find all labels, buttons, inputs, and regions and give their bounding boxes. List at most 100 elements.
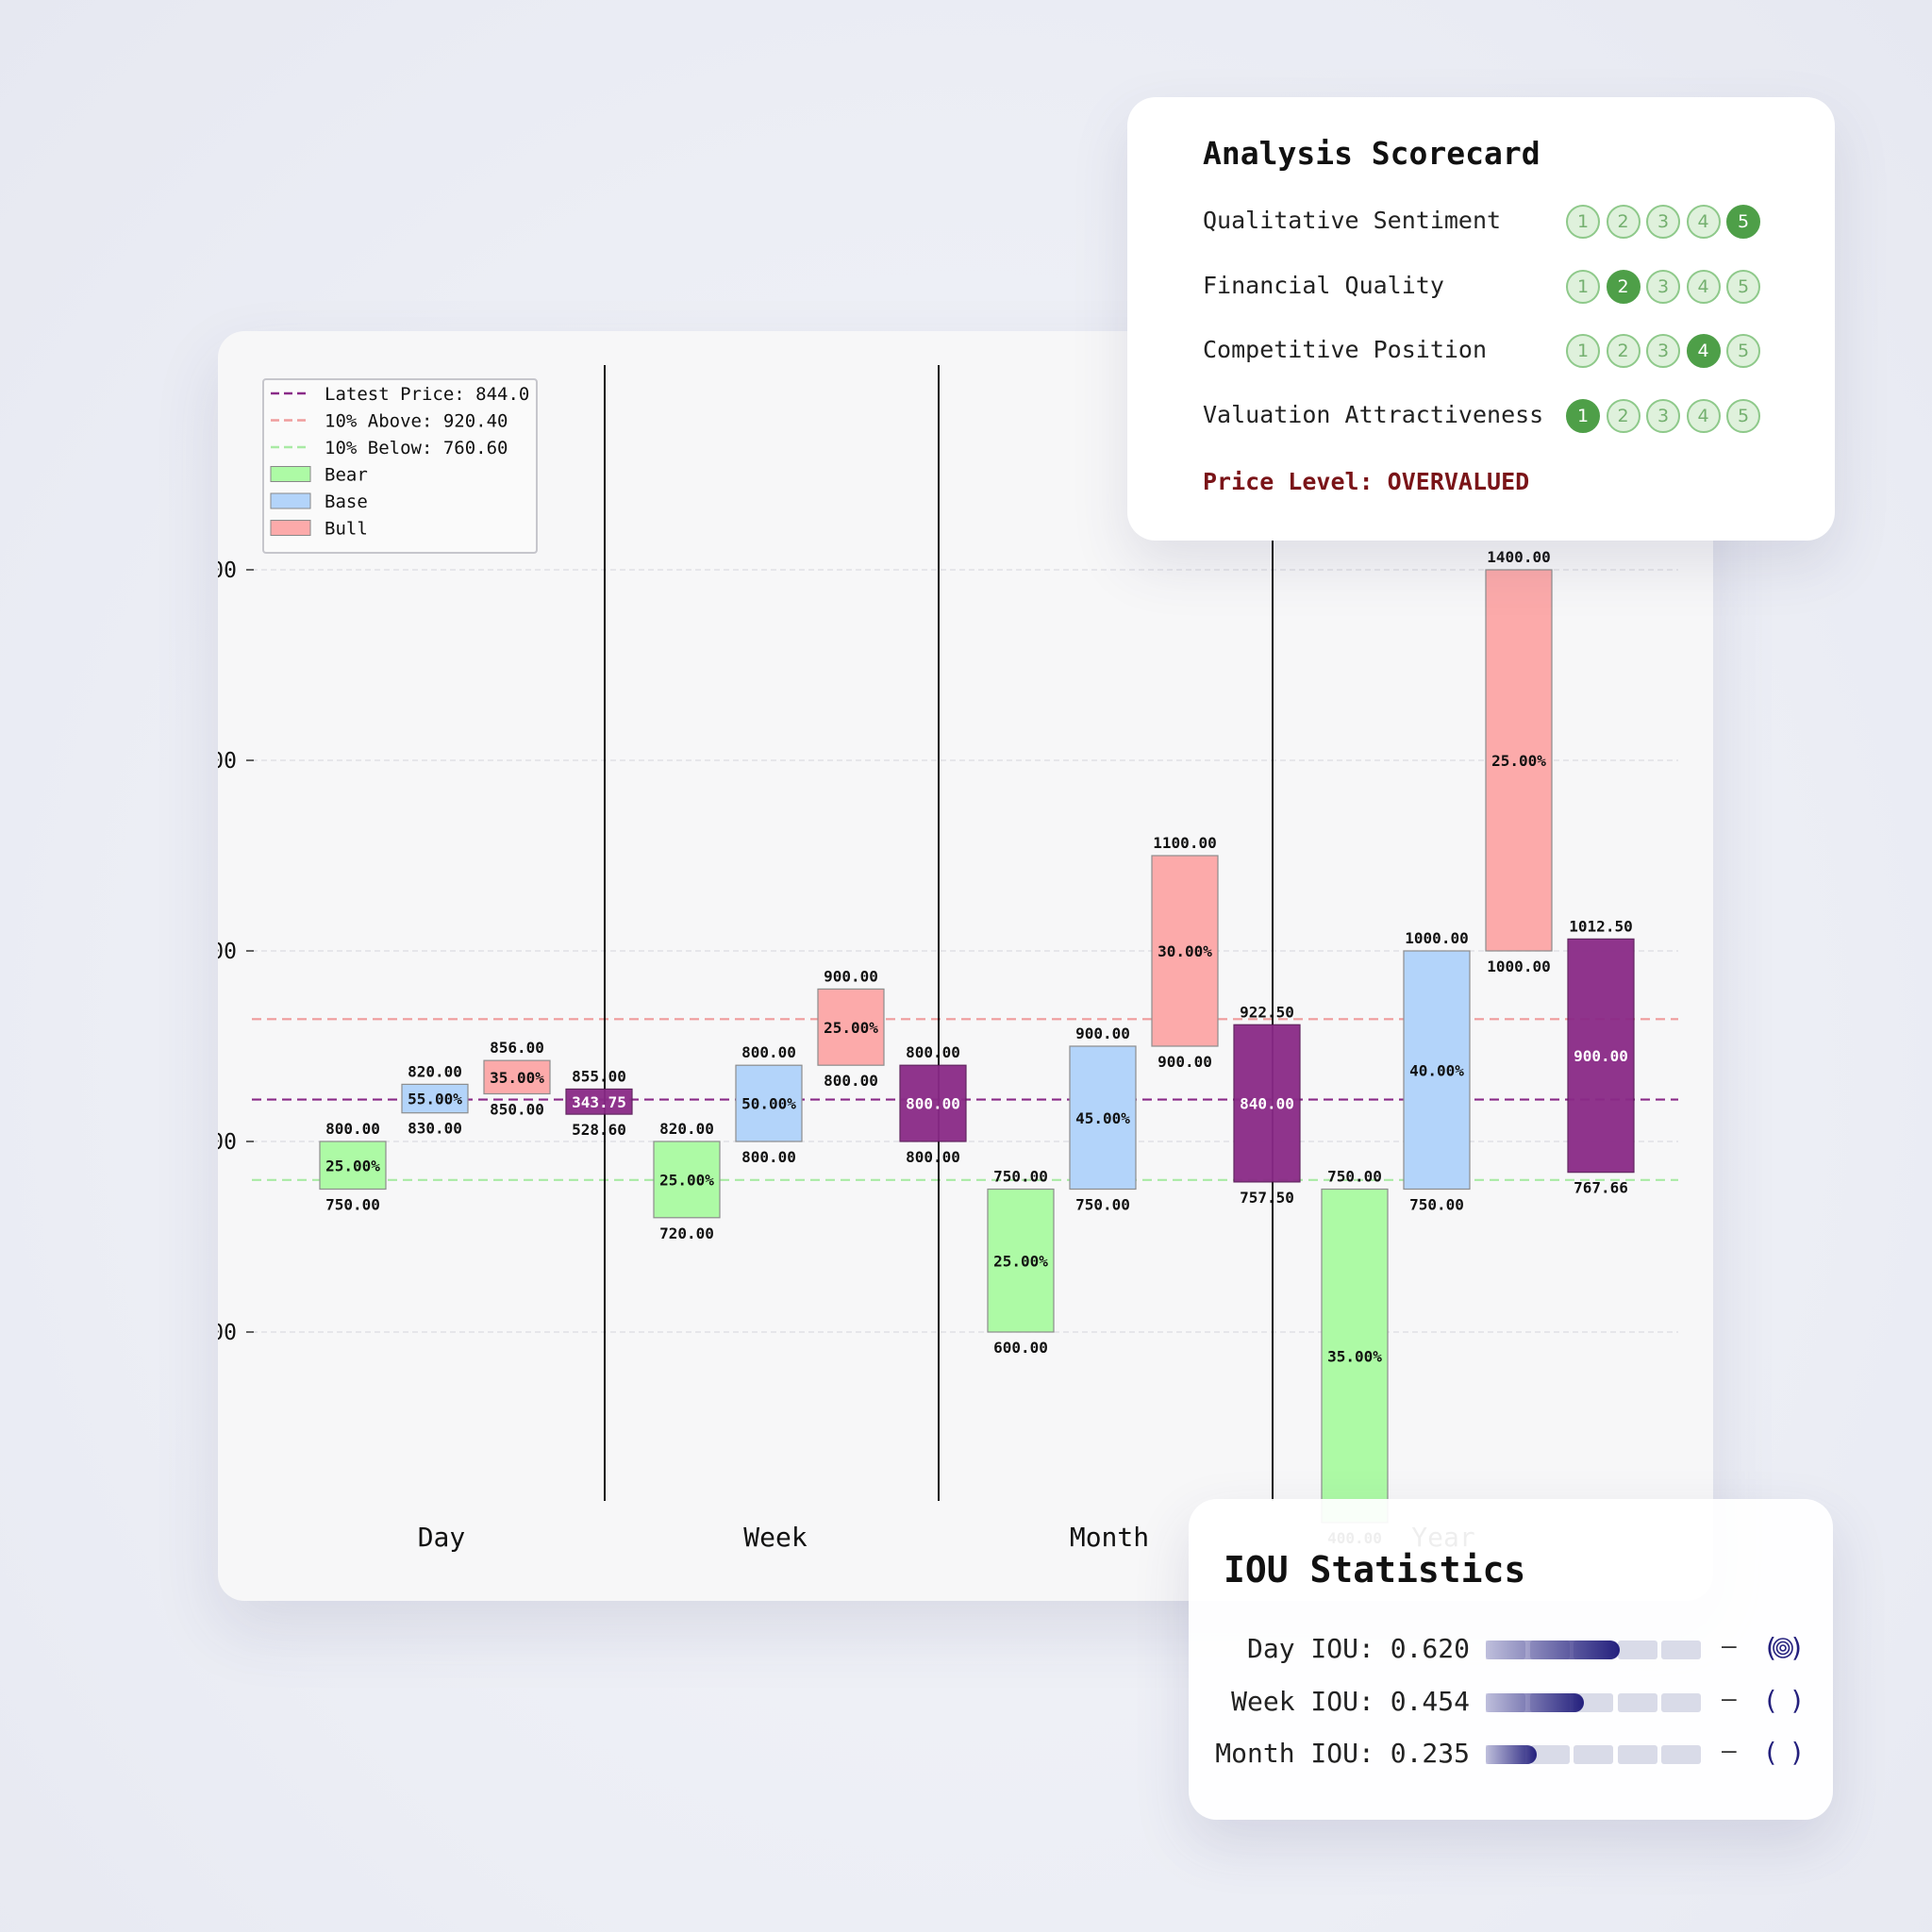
bar-low-label: 1000.00 [1487, 958, 1550, 975]
bar-high-label: 800.00 [325, 1120, 380, 1138]
bar-mid-label: 40.00% [1409, 1061, 1464, 1079]
bracket-icon: () [1755, 1682, 1811, 1720]
bar-high-label: 922.50 [1240, 1003, 1294, 1021]
bar-mid-label: 25.00% [659, 1171, 714, 1189]
bar-mid-label: 25.00% [824, 1019, 878, 1037]
legend-label: Latest Price: 844.0 [325, 384, 529, 405]
iou-progress-bar [1486, 1692, 1702, 1712]
score-dot: 5 [1726, 398, 1760, 433]
bar-bear [987, 1188, 1055, 1333]
score-dot: 1 [1566, 398, 1600, 433]
score-row: Qualitative Sentiment 1 2 3 4 5 [1203, 203, 1807, 241]
scorecard-title: Analysis Scorecard [1203, 135, 1541, 172]
svg-text:(: ( [1766, 1737, 1776, 1768]
bar-low-label: 850.00 [490, 1101, 544, 1119]
score-row: Competitive Position 1 2 3 4 5 [1203, 332, 1807, 370]
bar-low-label: 528.60 [572, 1121, 626, 1139]
iou-bar-segment [1617, 1745, 1657, 1764]
iou-row-label: Week IOU: 0.454 [1231, 1685, 1470, 1717]
legend-patch-swatch [270, 520, 311, 536]
score-dot: 1 [1566, 334, 1600, 368]
bar-high-label: 1012.50 [1569, 917, 1632, 935]
bar-high-label: 1400.00 [1487, 548, 1550, 566]
score-dot: 4 [1686, 398, 1721, 433]
bar-mid-label: 35.00% [1327, 1347, 1382, 1365]
x-group-label: Month [1070, 1522, 1149, 1553]
score-row: Financial Quality 1 2 3 4 5 [1203, 268, 1807, 306]
iou-bar-segment [1617, 1641, 1657, 1659]
bar-weighted [565, 1088, 633, 1115]
bar-high-label: 750.00 [993, 1168, 1048, 1186]
bar-low-label: 800.00 [824, 1072, 878, 1090]
y-tick-label: 1400 [218, 558, 237, 583]
iou-bar-segment [1574, 1745, 1613, 1764]
bar-bull [1485, 569, 1553, 952]
iou-dash: – [1722, 1632, 1737, 1660]
iou-bar-segment [1661, 1641, 1701, 1659]
bar-mid-label: 55.00% [408, 1091, 462, 1108]
bar-mid-label: 840.00 [1240, 1095, 1294, 1113]
svg-text:): ) [1791, 1737, 1802, 1768]
iou-row: Day IOU: 0.620 –() [1189, 1629, 1833, 1671]
iou-row: Week IOU: 0.454 –() [1189, 1682, 1833, 1724]
iou-dash: – [1722, 1684, 1737, 1713]
bar-low-label: 600.00 [993, 1339, 1048, 1357]
bar-high-label: 856.00 [490, 1039, 544, 1057]
bar-mid-label: 25.00% [1491, 752, 1546, 770]
legend-patch-swatch [270, 466, 311, 482]
score-dot: 4 [1686, 334, 1721, 368]
bar-bull [483, 1059, 551, 1095]
svg-text:): ) [1791, 1632, 1802, 1663]
y-tick-label: 800 [218, 1130, 237, 1155]
bar-low-label: 767.66 [1574, 1179, 1628, 1197]
svg-text:): ) [1791, 1685, 1802, 1716]
iou-dash: – [1722, 1737, 1737, 1765]
bar-mid-label: 50.00% [741, 1095, 796, 1113]
legend-label: 10% Below: 760.60 [325, 438, 508, 458]
score-row-label: Financial Quality [1203, 271, 1444, 299]
score-dot: 2 [1606, 398, 1641, 433]
bar-low-label: 757.50 [1240, 1189, 1294, 1207]
score-row-label: Competitive Position [1203, 336, 1488, 363]
bar-high-label: 855.00 [572, 1067, 626, 1085]
y-tick-label: 600 [218, 1321, 237, 1345]
score-dot: 2 [1606, 269, 1641, 304]
bar-weighted [1567, 938, 1635, 1174]
iou-row-label: Day IOU: 0.620 [1246, 1633, 1470, 1664]
bar-base [401, 1083, 469, 1114]
score-dot: 1 [1566, 205, 1600, 239]
bar-bull [817, 988, 885, 1066]
analysis-scorecard: Analysis Scorecard Qualitative Sentiment… [1127, 97, 1835, 541]
svg-text:(: ( [1766, 1685, 1776, 1716]
bar-low-label: 800.00 [906, 1148, 960, 1166]
score-dot: 5 [1726, 205, 1760, 239]
bar-high-label: 820.00 [408, 1062, 462, 1080]
bar-low-label: 750.00 [1409, 1196, 1464, 1214]
bar-mid-label: 343.75 [572, 1093, 626, 1111]
bar-high-label: 750.00 [1327, 1168, 1382, 1186]
iou-statistics-panel: IOU Statistics Day IOU: 0.620–() Week IOU… [1189, 1499, 1833, 1820]
iou-bar-fill [1486, 1692, 1584, 1712]
bar-high-label: 820.00 [659, 1120, 714, 1138]
x-group-label: Day [418, 1522, 466, 1553]
bar-bull [1151, 855, 1219, 1047]
fingerprint-icon: () [1755, 1629, 1811, 1667]
bar-low-label: 750.00 [325, 1196, 380, 1214]
bar-mid-label: 25.00% [993, 1252, 1048, 1270]
bar-mid-label: 800.00 [906, 1095, 960, 1113]
score-dot: 5 [1726, 269, 1760, 304]
bar-high-label: 1100.00 [1153, 834, 1216, 852]
y-tick-label: 1200 [218, 749, 237, 774]
score-row-label: Valuation Attractiveness [1203, 400, 1544, 428]
bar-base [1403, 950, 1471, 1191]
bar-high-label: 1000.00 [1405, 929, 1468, 947]
iou-progress-bar [1486, 1745, 1702, 1764]
score-dot: 5 [1726, 334, 1760, 368]
legend-label: Bull [325, 519, 368, 540]
bar-high-label: 900.00 [1075, 1024, 1130, 1042]
iou-row: Month IOU: 0.235–() [1189, 1734, 1833, 1775]
score-dot: 3 [1646, 269, 1680, 304]
bar-mid-label: 25.00% [325, 1157, 380, 1174]
